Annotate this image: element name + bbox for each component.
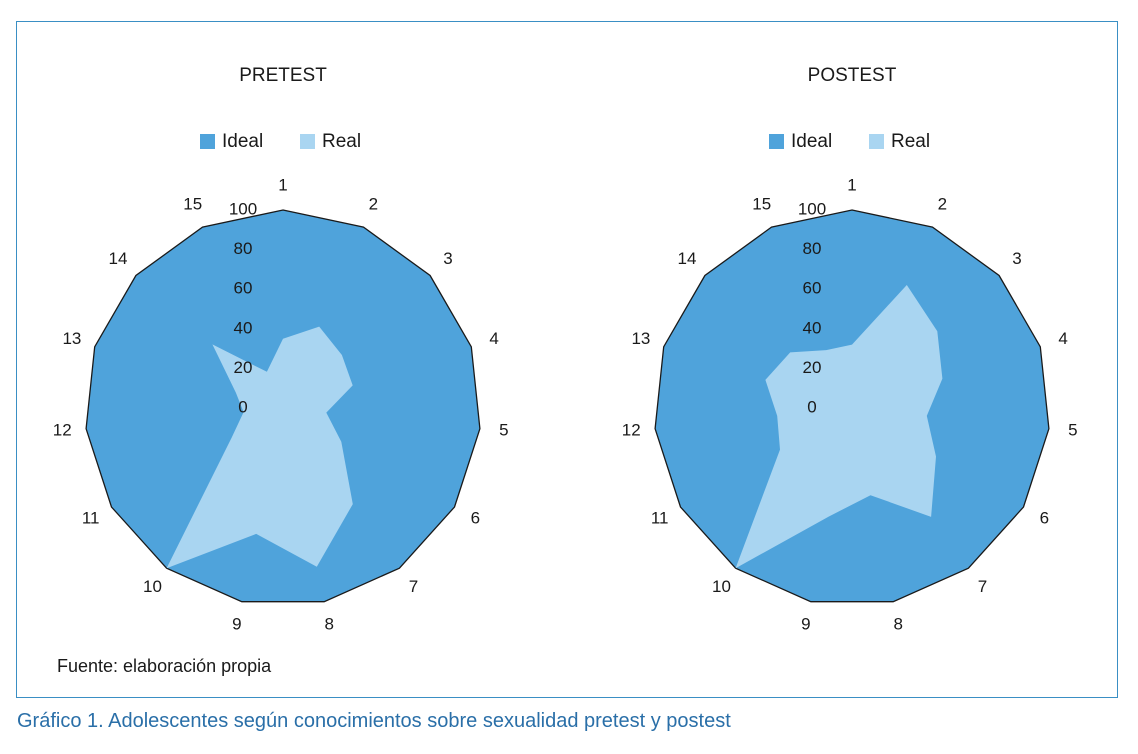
axis-label-1: 1 — [278, 175, 287, 194]
axis-label-12: 12 — [53, 421, 72, 440]
chart-title: PRETEST — [239, 65, 327, 86]
axis-label-1: 1 — [847, 175, 856, 194]
axis-label-8: 8 — [324, 615, 333, 634]
legend-label-real: Real — [891, 131, 930, 152]
axis-label-10: 10 — [712, 577, 731, 596]
radial-tick-20: 20 — [234, 358, 253, 377]
series-real — [166, 326, 353, 569]
axis-label-7: 7 — [978, 577, 987, 596]
radial-tick-40: 40 — [803, 318, 822, 337]
radial-tick-20: 20 — [803, 358, 822, 377]
caption-text: Adolescentes según conocimientos sobre s… — [108, 710, 731, 732]
series-real — [735, 285, 943, 569]
radial-tick-100: 100 — [229, 199, 257, 218]
legend-swatch-real — [300, 134, 315, 149]
axis-label-5: 5 — [499, 421, 508, 440]
legend-swatch-real — [869, 134, 884, 149]
radial-tick-60: 60 — [234, 279, 253, 298]
axis-label-6: 6 — [1040, 508, 1049, 527]
legend-swatch-ideal — [200, 134, 215, 149]
source-note: Fuente: elaboración propia — [57, 656, 272, 676]
axis-label-13: 13 — [62, 329, 81, 348]
legend: Ideal Real — [200, 131, 361, 152]
radial-tick-100: 100 — [798, 199, 826, 218]
radial-tick-0: 0 — [807, 397, 816, 416]
radial-tick-60: 60 — [803, 279, 822, 298]
axis-label-15: 15 — [752, 195, 771, 214]
axis-label-9: 9 — [801, 615, 810, 634]
chart-title: POSTEST — [808, 65, 897, 86]
axis-label-3: 3 — [443, 249, 452, 268]
figure-frame — [16, 21, 1118, 698]
figure-caption: Gráfico 1. Adolescentes según conocimien… — [17, 710, 731, 733]
axis-label-13: 13 — [631, 329, 650, 348]
radial-tick-40: 40 — [234, 318, 253, 337]
axis-label-5: 5 — [1068, 421, 1077, 440]
legend-label-ideal: Ideal — [791, 131, 832, 152]
axis-label-3: 3 — [1012, 249, 1021, 268]
axis-label-10: 10 — [143, 577, 162, 596]
axis-label-14: 14 — [109, 249, 128, 268]
axis-label-6: 6 — [471, 508, 480, 527]
axis-label-2: 2 — [938, 195, 947, 214]
legend-swatch-ideal — [769, 134, 784, 149]
axis-label-11: 11 — [651, 508, 669, 527]
radial-tick-80: 80 — [803, 239, 822, 258]
axis-label-9: 9 — [232, 615, 241, 634]
axis-label-2: 2 — [369, 195, 378, 214]
axis-label-11: 11 — [82, 508, 100, 527]
axis-label-4: 4 — [489, 329, 498, 348]
axis-label-8: 8 — [893, 615, 902, 634]
axis-label-15: 15 — [183, 195, 202, 214]
caption-number: Gráfico 1. — [17, 710, 104, 732]
axis-label-12: 12 — [622, 421, 641, 440]
axis-label-14: 14 — [678, 249, 697, 268]
legend-label-real: Real — [322, 131, 361, 152]
axis-label-7: 7 — [409, 577, 418, 596]
radial-tick-80: 80 — [234, 239, 253, 258]
axis-label-4: 4 — [1058, 329, 1067, 348]
legend-label-ideal: Ideal — [222, 131, 263, 152]
radial-tick-0: 0 — [238, 397, 247, 416]
legend: Ideal Real — [769, 131, 930, 152]
